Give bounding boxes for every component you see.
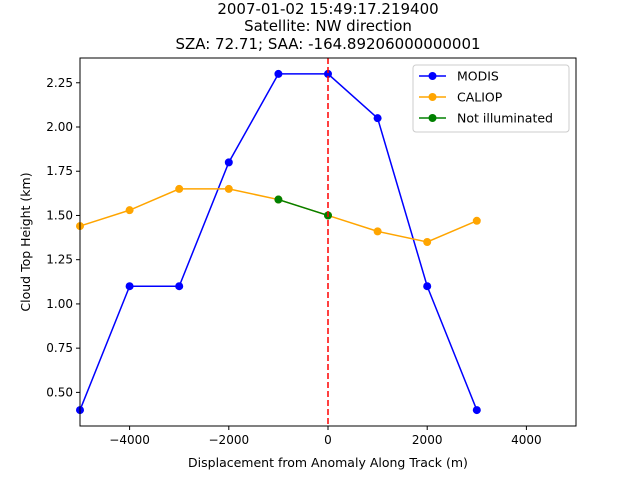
y-tick-label: 2.00 [46, 120, 73, 134]
y-axis-ticks: 0.50 0.75 1.00 1.25 1.50 1.75 2.00 2.25 [46, 76, 80, 399]
data-point-modis [373, 114, 382, 123]
legend-swatch-marker [428, 72, 437, 80]
data-point-caliop [175, 184, 184, 193]
data-point-modis [224, 158, 233, 167]
data-point-modis [175, 282, 184, 291]
x-tick-label: 4000 [511, 433, 542, 447]
chart-title-line-3: SZA: 72.71; SAA: -164.89206000000001 [175, 35, 480, 53]
legend: MODIS CALIOP Not illuminated [412, 64, 570, 133]
y-tick-label: 2.25 [46, 76, 73, 90]
chart-title-line-1: 2007-01-02 15:49:17.219400 [217, 0, 438, 18]
data-point-caliop [373, 227, 382, 236]
data-point-modis [423, 282, 432, 291]
data-point-caliop [224, 184, 233, 193]
data-point-modis [324, 69, 332, 78]
plot-area [76, 58, 481, 426]
legend-box [412, 64, 570, 133]
x-tick-label: −2000 [209, 433, 250, 447]
y-tick-label: 1.25 [46, 253, 73, 267]
data-point-modis [472, 406, 481, 415]
series-line-not-illuminated [278, 198, 329, 217]
y-tick-label: 1.50 [46, 208, 73, 222]
data-point-caliop [125, 206, 134, 215]
legend-label: CALIOP [457, 90, 503, 105]
y-tick-label: 0.75 [46, 341, 73, 355]
x-axis-ticks: −4000 −2000 0 2000 4000 [109, 426, 542, 447]
y-tick-label: 0.50 [46, 385, 73, 399]
x-tick-label: 0 [324, 433, 332, 447]
x-tick-label: −4000 [109, 433, 150, 447]
data-point-modis [274, 69, 283, 78]
legend-label: MODIS [457, 69, 499, 84]
data-point-caliop [423, 238, 432, 246]
legend-swatch-marker [428, 93, 437, 101]
data-point-not-illuminated [274, 195, 283, 204]
plot-frame [79, 57, 577, 427]
data-point-caliop [472, 216, 481, 225]
y-tick-label: 1.75 [46, 164, 73, 178]
chart-title-line-2: Satellite: NW direction [244, 17, 412, 35]
x-tick-label: 2000 [412, 433, 443, 447]
legend-label: Not illuminated [457, 111, 553, 126]
x-axis-label: Displacement from Anomaly Along Track (m… [188, 455, 468, 470]
y-tick-label: 1.00 [46, 297, 73, 311]
chart-title: 2007-01-02 15:49:17.219400 Satellite: NW… [175, 0, 480, 53]
y-axis-label: Cloud Top Height (km) [18, 172, 33, 311]
legend-swatch-marker [428, 114, 437, 122]
data-point-modis [125, 282, 134, 291]
